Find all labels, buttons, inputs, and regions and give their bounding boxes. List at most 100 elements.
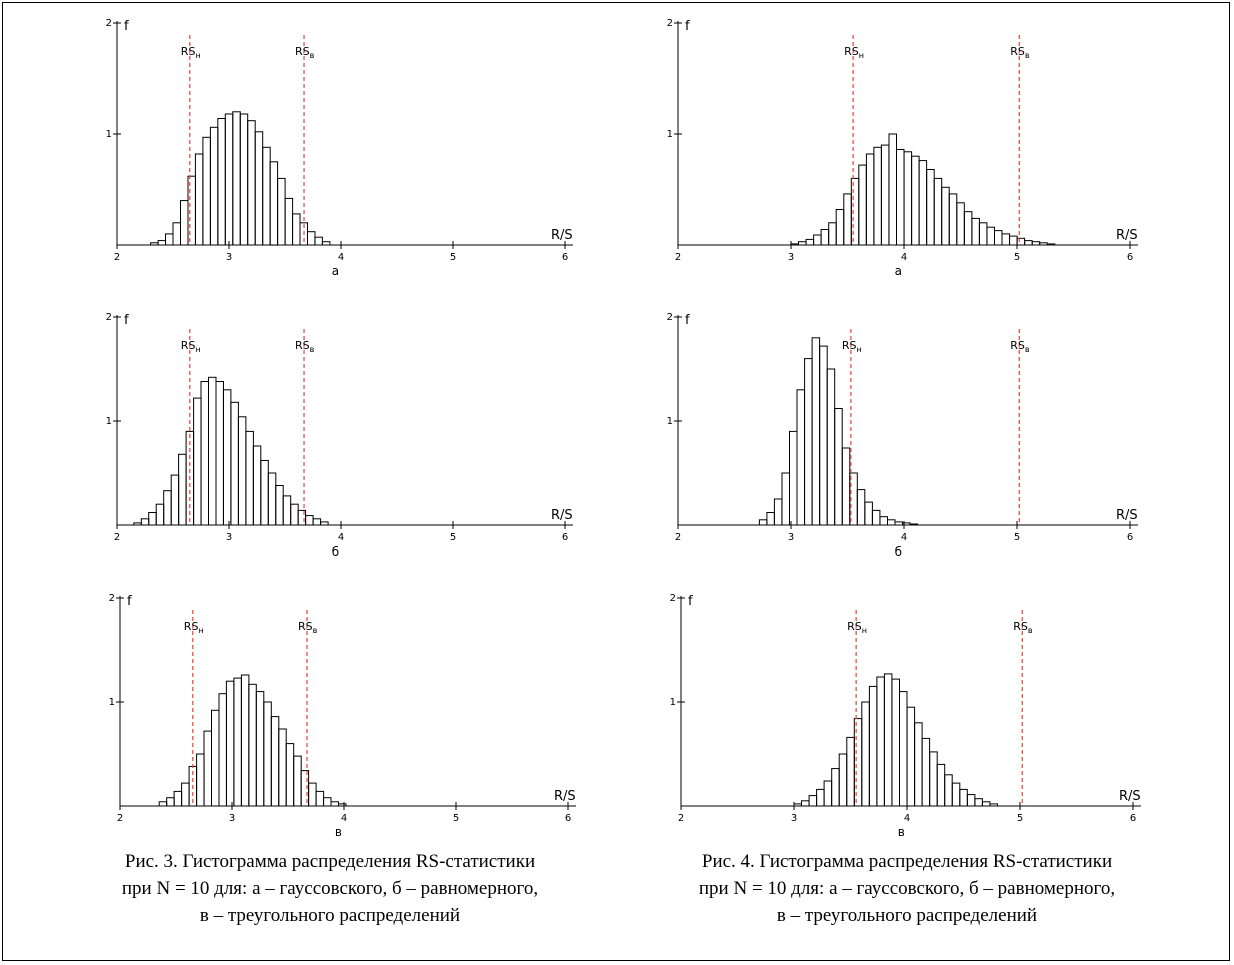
x-tick-label: 4 [341, 813, 347, 824]
histogram-bar [1024, 240, 1033, 246]
histogram-bar [880, 144, 890, 246]
histogram-bar [140, 518, 150, 526]
histogram-bar [861, 701, 870, 807]
x-axis-label: R/S [551, 228, 573, 243]
histogram-bar [871, 509, 881, 526]
rs-lower-label: RSн [181, 339, 201, 354]
histogram-bar [963, 211, 973, 246]
histogram-bar [307, 231, 316, 246]
histogram-bar [1001, 233, 1010, 246]
histogram-bar [285, 743, 295, 807]
x-tick-label: 4 [338, 252, 344, 263]
x-tick-label: 2 [114, 252, 120, 263]
histogram-bar [918, 160, 928, 246]
rs-upper-label: RSв [295, 45, 315, 60]
histogram-bar [165, 233, 174, 246]
histogram-bar [926, 169, 935, 246]
y-tick-label: 2 [109, 593, 115, 604]
x-tick-label: 2 [675, 532, 681, 543]
histogram-bar [956, 202, 965, 246]
histogram-bar [811, 337, 821, 526]
histogram-bar [868, 685, 878, 807]
histogram-bar [239, 113, 249, 246]
histogram-bar [314, 236, 323, 246]
y-axis-label: f [685, 19, 690, 34]
y-tick-label: 1 [106, 416, 112, 427]
histogram-bar [971, 217, 980, 246]
x-tick-label: 3 [791, 813, 797, 824]
histogram-bar [1009, 235, 1018, 246]
histogram-bar [994, 230, 1003, 246]
histogram-bar [233, 677, 242, 807]
rs-lower-label: RSн [847, 620, 867, 635]
histogram-bar [305, 515, 314, 526]
x-tick-label: 5 [450, 252, 456, 263]
x-tick-label: 3 [226, 532, 232, 543]
histogram-bar [202, 136, 211, 246]
figure-4-caption: Рис. 4. Гистограмма распределения RS-ста… [647, 848, 1167, 929]
y-tick-label: 2 [106, 18, 112, 29]
x-tick-label: 2 [675, 252, 681, 263]
histogram-bar [948, 193, 958, 246]
y-tick-label: 1 [109, 697, 115, 708]
histogram-bar [180, 200, 189, 246]
x-tick-label: 3 [788, 252, 794, 263]
rs-lower-label: RSн [181, 45, 201, 60]
x-tick-label: 6 [1127, 532, 1133, 543]
histogram-panel-fig3a: 2 3 4 5 6 1 2 f R/S RSн RSв а [106, 18, 573, 278]
histogram-bar [838, 753, 848, 807]
x-axis-label: R/S [1116, 508, 1138, 523]
y-axis-label: f [688, 594, 693, 609]
x-tick-label: 5 [1014, 532, 1020, 543]
x-tick-label: 5 [1017, 813, 1023, 824]
histogram-bar [237, 416, 247, 526]
x-tick-label: 6 [562, 532, 568, 543]
histogram-bar [831, 768, 840, 807]
histogram-bar [211, 709, 220, 807]
histogram-bar [816, 788, 825, 807]
histogram-bar [269, 161, 279, 246]
histogram-bar [801, 800, 810, 807]
histogram-bar [208, 376, 217, 526]
x-tick-label: 3 [229, 813, 235, 824]
histogram-bar [891, 678, 900, 807]
histogram-bar [232, 111, 241, 246]
figure-3-caption-line-1: Рис. 3. Гистограмма распределения RS-ста… [124, 851, 536, 872]
histogram-bar [823, 780, 833, 807]
histogram-bar [166, 797, 175, 807]
histogram-bar [903, 151, 913, 246]
histogram-bar [148, 512, 157, 526]
x-tick-label: 2 [678, 813, 684, 824]
histogram-bar [865, 153, 875, 246]
histogram-bar [203, 730, 212, 807]
rs-lower-label: RSн [184, 620, 204, 635]
y-axis-label: f [685, 313, 690, 328]
rs-upper-label: RSв [1010, 45, 1030, 60]
histogram-bar [157, 240, 167, 246]
histogram-bar [193, 397, 202, 526]
histogram-bar [986, 226, 995, 246]
histogram-bar [277, 177, 286, 246]
x-axis-label: R/S [551, 508, 573, 523]
x-axis-label: R/S [1119, 789, 1141, 804]
histogram-bar [933, 177, 943, 246]
histogram-bar [312, 518, 322, 526]
histogram-bar [796, 389, 805, 526]
histogram-bar [899, 691, 908, 807]
rs-upper-label: RSв [295, 339, 315, 354]
histogram-bar [944, 774, 953, 807]
x-tick-label: 6 [1127, 252, 1133, 263]
histogram-bar [248, 683, 257, 807]
histogram-bar [172, 222, 181, 246]
panel-label: в [335, 825, 342, 839]
histogram-bar [828, 222, 837, 246]
x-tick-label: 4 [338, 532, 344, 543]
figure-4-caption-line-2: при N = 10 для: а – гауссовского, б – ра… [698, 878, 1116, 899]
histogram-bar [260, 460, 269, 526]
histogram-bar [808, 795, 818, 807]
x-tick-label: 5 [1014, 252, 1020, 263]
histogram-bar [978, 222, 988, 246]
histogram-bar [170, 474, 180, 526]
histogram-bar [805, 238, 815, 246]
